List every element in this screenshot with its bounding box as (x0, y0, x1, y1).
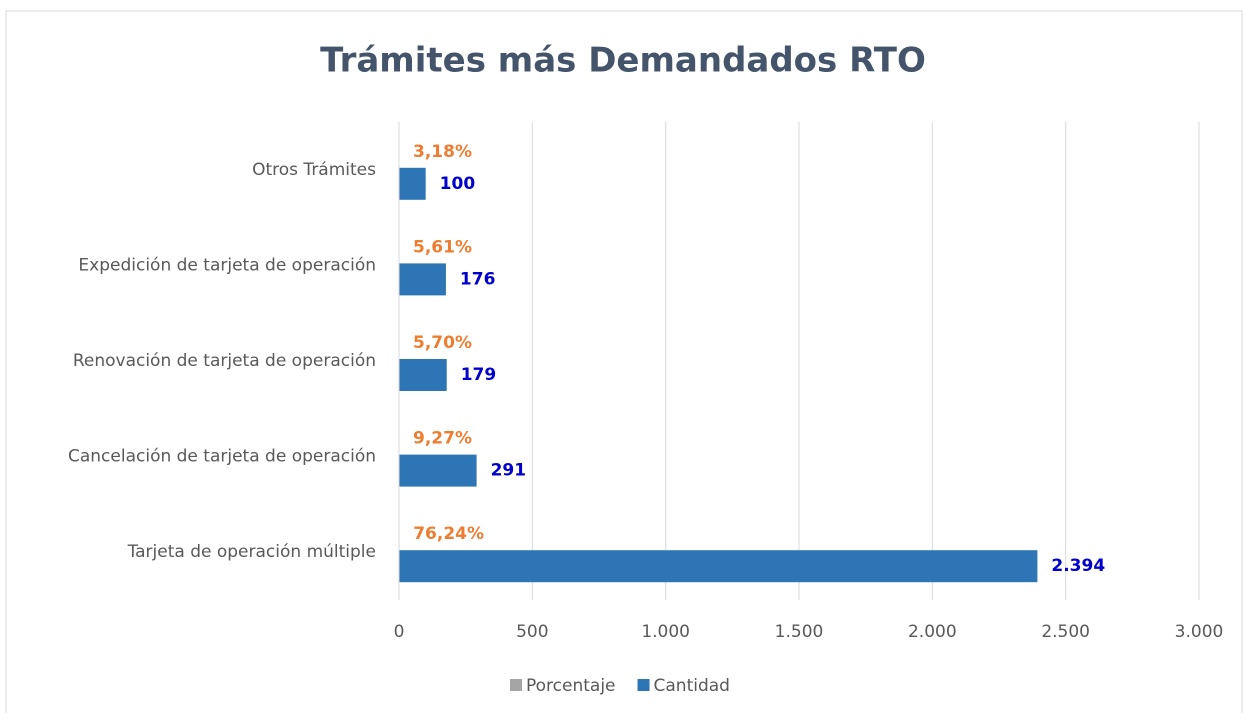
bar (399, 167, 426, 200)
y-tick-label: Cancelación de tarjeta de operación (68, 447, 376, 467)
x-tick-label: 2.500 (1041, 622, 1090, 642)
legend-label: Cantidad (654, 676, 730, 696)
x-tick-label: 500 (516, 622, 548, 642)
y-tick-label: Expedición de tarjeta de operación (78, 255, 376, 275)
bar (399, 550, 1038, 583)
data-label: 179 (461, 365, 497, 385)
data-label: 5,70% (413, 333, 472, 353)
data-label: 5,61% (413, 237, 472, 257)
y-tick-label: Otros Trámites (252, 160, 376, 180)
chart-frame (5, 10, 1243, 713)
bar (399, 359, 447, 391)
legend-swatch (637, 679, 650, 691)
data-label: 3,18% (413, 142, 472, 162)
x-tick-label: 0 (394, 622, 405, 642)
legend-swatch (510, 679, 522, 691)
data-label: 100 (440, 174, 476, 194)
legend-label: Porcentaje (526, 676, 616, 696)
y-tick-label: Renovación de tarjeta de operación (73, 351, 376, 371)
x-tick-label: 1.500 (775, 622, 824, 642)
x-tick-label: 3.000 (1175, 622, 1224, 642)
y-tick-label: Tarjeta de operación múltiple (127, 542, 376, 562)
x-tick-label: 2.000 (908, 622, 957, 642)
chart-title: Trámites más Demandados RTO (320, 41, 926, 81)
data-label: 2.394 (1051, 556, 1105, 576)
bar (399, 454, 477, 487)
data-label: 176 (460, 269, 496, 289)
data-label: 9,27% (413, 429, 472, 449)
bar (399, 263, 446, 296)
x-tick-label: 1.000 (641, 622, 690, 642)
data-label: 291 (491, 461, 526, 481)
data-label: 76,24% (413, 524, 484, 544)
